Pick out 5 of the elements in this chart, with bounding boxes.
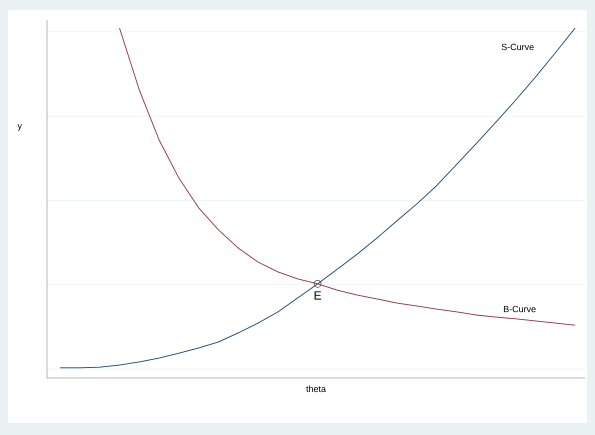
- text: S-Curve: [502, 44, 534, 50]
- series-label: B-Curve: [504, 306, 536, 312]
- x-axis-title: theta: [306, 386, 326, 392]
- annotation: E: [314, 291, 322, 300]
- y-axis-title: y: [18, 124, 22, 131]
